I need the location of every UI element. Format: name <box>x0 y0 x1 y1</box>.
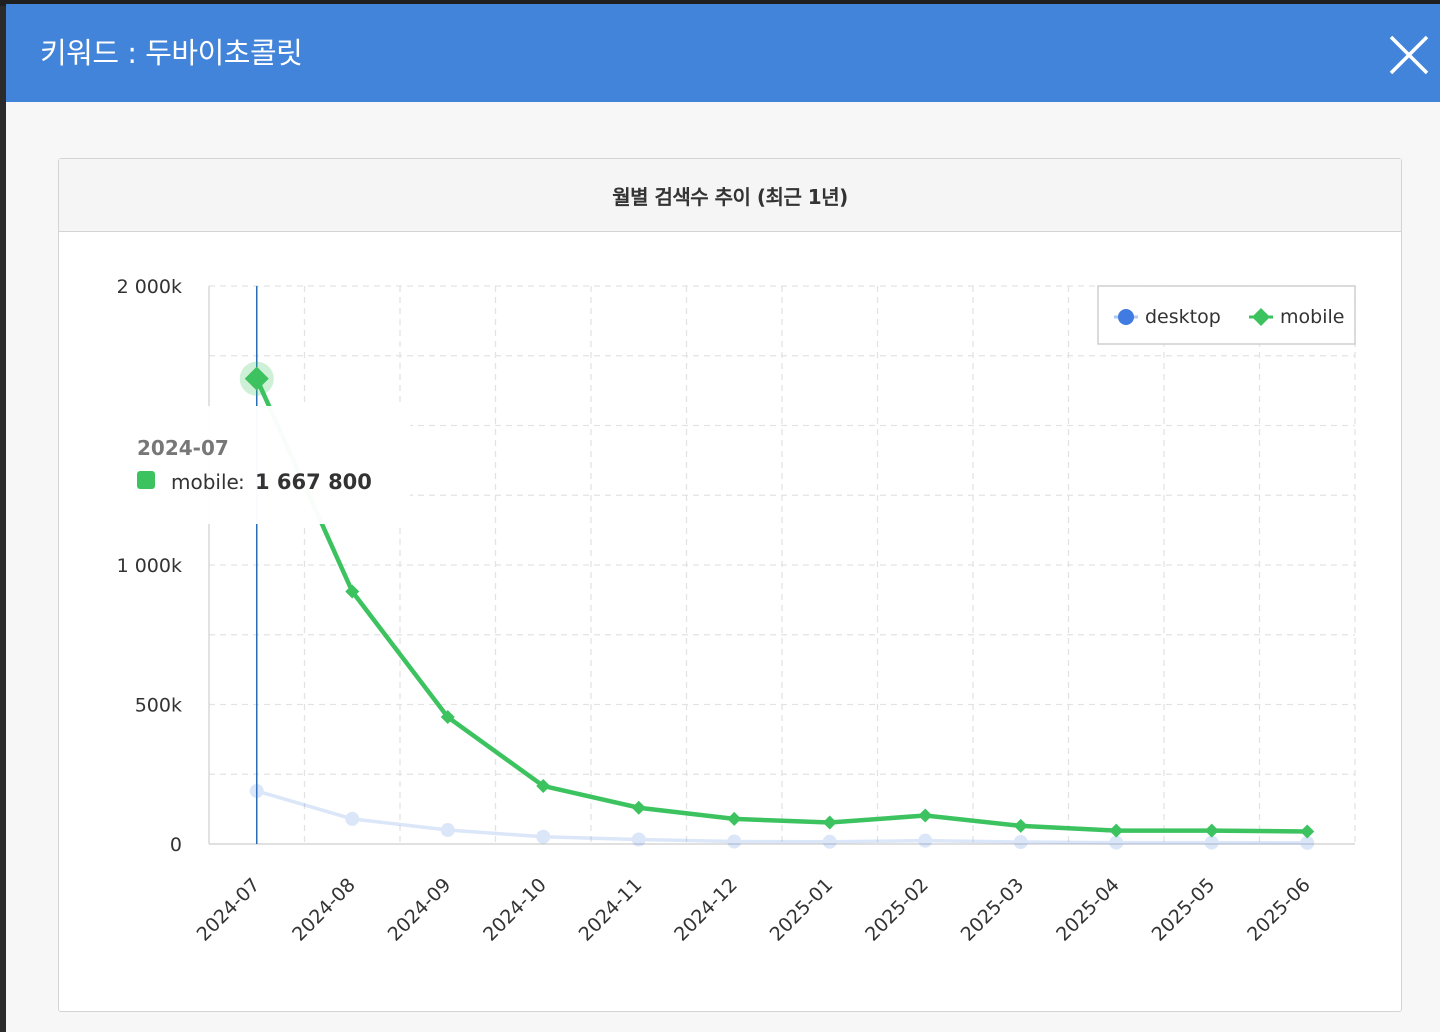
tooltip-series-name: mobile <box>171 470 239 494</box>
x-tick-label: 2024-12 <box>670 874 742 946</box>
modal-header: 키워드 : 두바이초콜릿 <box>6 4 1440 102</box>
chart-title: 월별 검색수 추이 (최근 1년) <box>612 184 848 209</box>
x-tick-label: 2025-02 <box>861 874 933 946</box>
y-tick-label: 0 <box>170 834 182 856</box>
data-point-desktop[interactable] <box>918 833 933 848</box>
data-point-mobile[interactable] <box>440 710 455 725</box>
legend-item-desktop[interactable]: desktop <box>1114 306 1221 328</box>
chart-card-header: 월별 검색수 추이 (최근 1년) <box>59 159 1401 232</box>
series-mobile <box>239 361 1315 839</box>
close-button[interactable] <box>1388 34 1430 76</box>
chart-tooltip: 2024-07 mobile:1 667 800 <box>60 406 410 524</box>
x-tick-label: 2025-05 <box>1148 874 1220 946</box>
tooltip-value: 1 667 800 <box>255 470 372 494</box>
data-point-mobile[interactable] <box>345 584 360 599</box>
data-point-desktop[interactable] <box>1013 835 1028 850</box>
data-point-desktop[interactable] <box>631 832 646 847</box>
data-point-mobile[interactable] <box>822 815 837 830</box>
tooltip-box <box>60 406 410 524</box>
data-point-mobile[interactable] <box>244 366 269 391</box>
data-point-mobile[interactable] <box>1013 818 1028 833</box>
y-tick-label: 1 000k <box>117 555 182 577</box>
close-icon <box>1389 35 1429 75</box>
x-tick-label: 2024-10 <box>479 874 551 946</box>
modal-title: 키워드 : 두바이초콜릿 <box>40 36 303 70</box>
x-tick-label: 2024-07 <box>193 874 265 946</box>
tooltip-series-swatch <box>137 471 155 489</box>
series-line-mobile <box>254 377 1308 834</box>
data-point-mobile[interactable] <box>1300 824 1315 839</box>
background-window-strip <box>0 0 1440 6</box>
data-point-desktop[interactable] <box>1300 835 1315 850</box>
data-point-desktop[interactable] <box>440 823 455 838</box>
x-tick-label: 2024-11 <box>575 874 647 946</box>
x-tick-label: 2025-04 <box>1052 874 1124 946</box>
legend-label-desktop: desktop <box>1145 306 1221 328</box>
data-point-desktop[interactable] <box>536 829 551 844</box>
data-point-desktop[interactable] <box>1109 835 1124 850</box>
data-point-desktop[interactable] <box>727 834 742 849</box>
y-tick-label: 500k <box>135 695 182 717</box>
chart-legend: desktop mobile <box>1097 285 1356 345</box>
tooltip-date: 2024-07 <box>137 436 229 460</box>
data-point-mobile[interactable] <box>727 811 742 826</box>
x-tick-label: 2024-09 <box>384 874 456 946</box>
x-tick-label: 2025-01 <box>766 874 838 946</box>
data-point-mobile[interactable] <box>1204 823 1219 838</box>
legend-item-mobile[interactable]: mobile <box>1249 306 1344 328</box>
x-tick-label: 2025-03 <box>957 874 1029 946</box>
tooltip-separator: : <box>238 470 245 494</box>
data-point-desktop[interactable] <box>345 811 360 826</box>
series-desktop <box>249 783 1315 850</box>
x-tick-label: 2025-06 <box>1243 874 1315 946</box>
data-point-mobile[interactable] <box>1109 823 1124 838</box>
legend-circle-icon <box>1118 309 1134 325</box>
legend-diamond-icon <box>1252 308 1270 326</box>
data-point-mobile[interactable] <box>918 808 933 823</box>
legend-label-mobile: mobile <box>1280 306 1344 328</box>
data-point-desktop[interactable] <box>1204 835 1219 850</box>
data-point-desktop[interactable] <box>249 783 264 798</box>
legend-box <box>1097 285 1356 345</box>
data-point-desktop[interactable] <box>822 834 837 849</box>
x-tick-label: 2024-08 <box>288 874 360 946</box>
series-line-desktop <box>256 789 1308 845</box>
data-point-mobile[interactable] <box>631 800 646 815</box>
y-tick-label: 2 000k <box>117 276 182 298</box>
data-point-mobile[interactable] <box>536 778 551 793</box>
